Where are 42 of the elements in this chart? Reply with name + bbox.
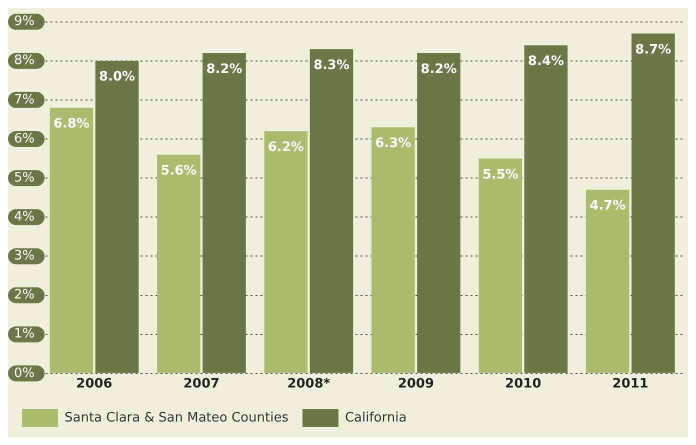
bar (157, 154, 200, 373)
data-label: 8.2% (420, 62, 457, 77)
y-tick-label: 1% (14, 326, 35, 342)
data-label: 8.4% (528, 54, 564, 70)
y-tick-label: 3% (14, 248, 35, 264)
legend-label: Santa Clara & San Mateo Counties (64, 410, 289, 426)
x-tick-label: 2010 (505, 376, 542, 392)
y-tick-label: 2% (14, 288, 35, 303)
x-tick-label: 2008* (287, 376, 330, 392)
bar (524, 45, 568, 373)
data-label: 8.7% (635, 42, 672, 58)
y-tick-label: 0% (14, 366, 35, 381)
bar (202, 53, 246, 373)
data-label: 6.8% (53, 116, 90, 132)
y-tick-label: 9% (14, 14, 35, 30)
data-label: 5.5% (482, 167, 518, 182)
bar (264, 131, 308, 373)
data-label: 6.2% (268, 140, 304, 156)
bar (310, 49, 354, 373)
data-label: 8.3% (313, 58, 350, 74)
y-tick-label: 5% (14, 170, 35, 186)
bar (417, 53, 460, 373)
data-label: 8.2% (206, 62, 242, 77)
x-tick-label: 2006 (76, 376, 112, 392)
x-tick-label: 2007 (183, 376, 220, 392)
x-tick-label: 2009 (398, 376, 434, 392)
data-label: 5.6% (160, 164, 197, 178)
bar (632, 34, 675, 373)
data-label: 6.3% (375, 136, 412, 152)
y-tick-label: 6% (14, 131, 35, 146)
bar (50, 108, 94, 373)
legend-label: California (344, 410, 407, 426)
y-tick-label: 8% (14, 53, 35, 68)
x-tick-label: 2011 (612, 376, 648, 392)
bar (95, 60, 139, 373)
bar (371, 127, 415, 373)
data-label: 4.7% (590, 198, 626, 214)
y-tick-label: 7% (14, 92, 35, 108)
bar (586, 190, 630, 373)
data-label: 8.0% (98, 70, 136, 85)
y-tick-label: 4% (14, 210, 35, 225)
bar (478, 158, 522, 373)
